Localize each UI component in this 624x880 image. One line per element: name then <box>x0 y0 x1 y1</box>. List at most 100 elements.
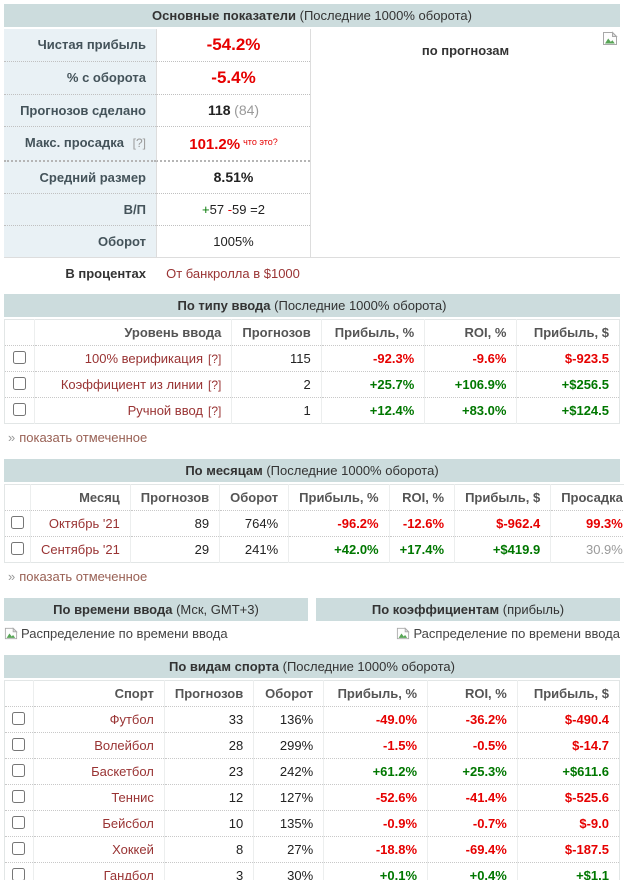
table-subtitle: (Последние 1000% оборота) <box>274 298 447 313</box>
row-name-link[interactable]: Бейсбол <box>102 816 154 831</box>
row-name-cell: Гандбол <box>32 862 165 880</box>
help-icon[interactable]: [?] <box>208 352 222 366</box>
checkbox-cell[interactable] <box>4 397 35 424</box>
column-header: Прибыль, % <box>323 680 428 707</box>
coefficients-header: По коэффициентам (прибыль) <box>316 598 620 621</box>
value-cell: -18.8% <box>323 836 428 863</box>
row-checkbox[interactable] <box>11 515 24 529</box>
value-cell: +25.3% <box>427 758 518 785</box>
sports-table: Спорт Прогнозов Оборот Прибыль, % ROI, % Приб… <box>4 680 620 880</box>
checkbox-cell[interactable] <box>4 371 35 398</box>
row-name-link[interactable]: Сентябрь '21 <box>41 542 120 557</box>
row-checkbox[interactable] <box>12 737 26 751</box>
value-cell: 99.3% <box>550 510 624 537</box>
row-checkbox[interactable] <box>12 867 26 880</box>
value-cell: 241% <box>219 536 289 563</box>
value-cell: 27% <box>253 836 324 863</box>
row-name-link[interactable]: Баскетбол <box>91 764 154 779</box>
show-selected-link[interactable]: показать отмеченное <box>19 569 148 584</box>
checkbox-cell[interactable] <box>4 732 34 759</box>
row-checkbox[interactable] <box>12 711 26 725</box>
table-row: Теннис 12 127% -52.6% -41.4% $-525.6 <box>4 784 620 811</box>
value-cell: 3 <box>163 862 254 880</box>
checkbox-cell[interactable] <box>4 784 34 811</box>
help-icon[interactable]: [?] <box>208 404 222 418</box>
row-name-link[interactable]: Ручной ввод <box>127 403 204 418</box>
row-checkbox[interactable] <box>12 815 26 829</box>
bankroll-link[interactable]: От банкролла в $1000 <box>166 266 300 281</box>
row-checkbox[interactable] <box>12 841 26 855</box>
help-icon[interactable]: [?] <box>208 378 222 392</box>
show-selected-link[interactable]: показать отмеченное <box>19 430 148 445</box>
row-checkbox[interactable] <box>11 541 24 555</box>
checkbox-cell[interactable] <box>4 862 34 880</box>
checkbox-cell[interactable] <box>4 706 34 733</box>
broken-image-icon <box>4 627 18 640</box>
row-name-link[interactable]: 100% верификация <box>84 351 204 366</box>
table-subtitle: (Последние 1000% оборота) <box>299 8 472 23</box>
value-cell: $-525.6 <box>516 784 620 811</box>
column-header: Прибыль, % <box>320 319 425 346</box>
checkbox-cell[interactable] <box>4 810 34 837</box>
table-row: 100% верификация [?] 115 -92.3% -9.6% $-923.5 <box>4 345 620 372</box>
checkbox-cell[interactable] <box>4 345 35 372</box>
sports-section: По видам спорта (Последние 1000% оборота… <box>4 655 620 880</box>
value-cell: 8 <box>163 836 254 863</box>
row-name-link[interactable]: Коэффициент из линии <box>60 377 204 392</box>
value-cell: 299% <box>253 732 324 759</box>
checkbox-cell[interactable] <box>4 758 34 785</box>
value-cell: 28 <box>163 732 254 759</box>
row-name-link[interactable]: Хоккей <box>112 842 154 857</box>
table-row: Баскетбол 23 242% +61.2% +25.3% +$611.6 <box>4 758 620 785</box>
row-name-cell: Коэффициент из линии [?] <box>33 371 232 398</box>
row-name-link[interactable]: Октябрь '21 <box>48 516 120 531</box>
main-indicators-table: Основные показатели (Последние 1000% обо… <box>4 4 620 281</box>
table-row: Бейсбол 10 135% -0.9% -0.7% $-9.0 <box>4 810 620 837</box>
column-header: Спорт <box>32 680 165 707</box>
row-checkbox[interactable] <box>12 402 26 416</box>
checkbox-cell[interactable] <box>4 510 31 537</box>
value-cell: +42.0% <box>288 536 390 563</box>
value-cell: +$611.6 <box>516 758 620 785</box>
pct-turnover-value: -5.4% <box>211 68 256 87</box>
row-name-cell: Волейбол <box>32 732 165 759</box>
table-row: Коэффициент из линии [?] 2 +25.7% +106.9% +$2… <box>4 371 620 398</box>
table-title: По видам спорта <box>169 659 279 674</box>
input-type-section: По типу ввода (Последние 1000% оборота) … <box>4 294 620 455</box>
row-name-link[interactable]: Гандбол <box>103 868 154 880</box>
column-header: Прибыль, $ <box>516 319 620 346</box>
value-cell: -0.5% <box>427 732 518 759</box>
in-percent-label: В процентах <box>65 266 146 281</box>
months-table: Месяц Прогнозов Оборот Прибыль, % ROI, % Приб… <box>4 484 624 563</box>
value-cell: $-923.5 <box>516 345 620 372</box>
row-name-cell: Теннис <box>32 784 165 811</box>
row-checkbox[interactable] <box>12 350 26 364</box>
table-row: Гандбол 3 30% +0.1% +0.4% +$1.1 <box>4 862 620 880</box>
column-header: Месяц <box>30 484 131 511</box>
win-loss-value: +57 -59 =2 <box>156 194 310 226</box>
row-name-link[interactable]: Волейбол <box>94 738 154 753</box>
row-checkbox[interactable] <box>12 763 26 777</box>
checkbox-cell[interactable] <box>4 536 31 563</box>
row-name-cell: Хоккей <box>32 836 165 863</box>
what-is-this-link[interactable]: что это? <box>243 137 278 147</box>
panel-caption: по прогнозам <box>421 43 510 58</box>
row-name-cell: 100% верификация [?] <box>33 345 232 372</box>
row-checkbox[interactable] <box>12 789 26 803</box>
time-distribution-broken-image: Распределение по времени ввода <box>4 623 308 641</box>
value-cell: 33 <box>163 706 254 733</box>
checkbox-cell[interactable] <box>4 836 34 863</box>
table-title: По типу ввода <box>177 298 271 313</box>
drawdown-help-icon[interactable]: [?] <box>132 136 146 150</box>
show-selected-row: » показать отмеченное <box>8 569 148 584</box>
table-row: Сентябрь '21 29 241% +42.0% +17.4% +$419.9 30.… <box>4 536 624 563</box>
row-checkbox[interactable] <box>12 376 26 390</box>
row-name-link[interactable]: Футбол <box>109 712 154 727</box>
value-cell: 89 <box>129 510 220 537</box>
row-name-link[interactable]: Теннис <box>111 790 154 805</box>
table-header: По типу ввода (Последние 1000% оборота) <box>4 294 620 317</box>
value-cell: -49.0% <box>323 706 428 733</box>
value-cell: -92.3% <box>320 345 425 372</box>
row-name-cell: Октябрь '21 <box>30 510 131 537</box>
